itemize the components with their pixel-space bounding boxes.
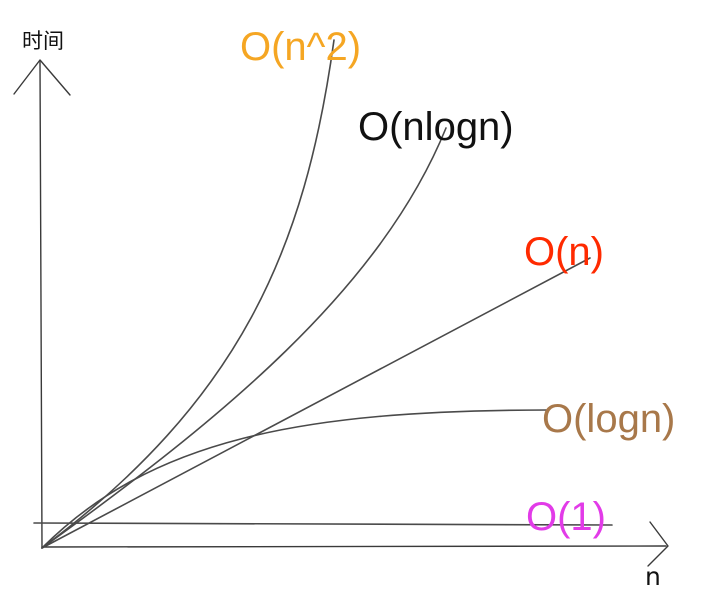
y-axis <box>39 61 43 549</box>
curve-o-logn <box>41 409 549 549</box>
x-axis <box>41 545 667 548</box>
curve-o-n <box>41 257 591 549</box>
x-axis-arrowhead <box>647 521 669 567</box>
label-o-logn: O(logn) <box>542 397 675 441</box>
label-o-1: O(1) <box>526 495 606 539</box>
curve-o-nlogn <box>41 127 447 549</box>
curve-o-n2 <box>41 39 335 549</box>
label-o-nlogn: O(nlogn) <box>358 105 514 149</box>
x-axis-label: n <box>645 562 661 591</box>
label-o-n2: O(n^2) <box>240 25 361 69</box>
curve-o-1 <box>33 522 613 526</box>
y-axis-label: 时间 <box>22 29 64 53</box>
y-axis-arrowhead <box>13 59 71 96</box>
label-o-n: O(n) <box>524 230 604 274</box>
